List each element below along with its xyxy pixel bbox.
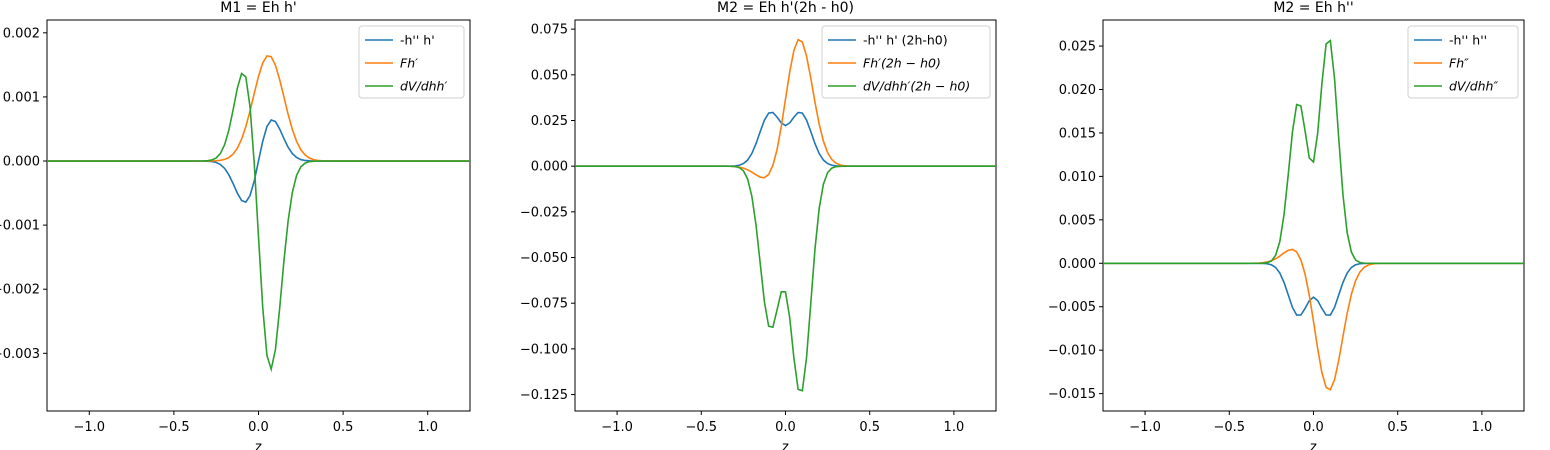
y-tick-label: −0.100 <box>520 342 568 357</box>
series-line-3 <box>47 72 470 373</box>
x-tick-label: 0.0 <box>1303 420 1324 435</box>
x-tick-label: 0.0 <box>775 420 796 435</box>
x-axis-label: z <box>782 440 789 450</box>
y-tick-label: 0.005 <box>1059 213 1096 228</box>
x-tick-label: 1.0 <box>417 420 438 435</box>
x-tick-label: 1.0 <box>1472 420 1493 435</box>
x-axis-label: z <box>255 440 262 450</box>
y-tick-label: −0.075 <box>520 297 568 312</box>
chart-title: M1 = Eh h' <box>220 0 297 16</box>
series-line-1 <box>575 111 996 167</box>
legend: -h'' h' (2h-h0) Fh′(2h − h0) dV/dhh′(2h − … <box>821 25 991 99</box>
y-tick-label: 0.025 <box>1059 40 1096 55</box>
chart-title: M2 = Eh h'(2h - h0) <box>717 0 854 16</box>
legend-label: dV/dhh′ <box>400 79 447 94</box>
series-line-3 <box>575 165 996 392</box>
y-tick-label: −0.125 <box>520 388 568 403</box>
y-tick-label: −0.005 <box>1048 300 1096 315</box>
legend-label: Fh′(2h − h0) <box>863 56 941 71</box>
legend-frame <box>821 25 991 99</box>
legend-label: dV/dhh″ <box>1449 79 1498 94</box>
series-line-1 <box>1103 262 1524 316</box>
chart-panel-3: M2 = Eh h'' −1.0 −0.5 0.0 0.5 1.0 0.025 0.020 0.… <box>1048 0 1525 450</box>
legend-label: -h'' h' <box>400 33 435 48</box>
x-tick-label: −1.0 <box>74 420 106 435</box>
y-tick-label: −0.015 <box>1048 387 1096 402</box>
series-line-3 <box>1103 39 1524 265</box>
series-line-2 <box>1103 248 1524 391</box>
legend-frame <box>1407 25 1519 99</box>
x-tick-label: −0.5 <box>1214 420 1246 435</box>
x-tick-label: −1.0 <box>601 420 633 435</box>
legend: -h'' h'' Fh″ dV/dhh″ <box>1407 25 1519 99</box>
legend: -h'' h' Fh′ dV/dhh′ <box>358 25 465 99</box>
y-tick-label: 0.050 <box>531 68 568 83</box>
x-tick-label: 0.5 <box>1387 420 1408 435</box>
x-tick-label: 0.5 <box>333 420 354 435</box>
y-tick-label: 0.020 <box>1059 83 1096 98</box>
x-tick-label: 0.5 <box>859 420 880 435</box>
y-tick-label: 0.025 <box>531 114 568 129</box>
y-tick-label: −0.010 <box>1048 344 1096 359</box>
y-tick-label: −0.003 <box>0 347 40 362</box>
x-tick-label: 1.0 <box>944 420 965 435</box>
y-tick-label: 0.000 <box>1059 257 1096 272</box>
legend-frame <box>358 25 465 99</box>
y-tick-label: −0.002 <box>0 283 40 298</box>
x-tick-label: −0.5 <box>686 420 718 435</box>
legend-label: dV/dhh′(2h − h0) <box>863 79 970 94</box>
y-tick-label: 0.075 <box>531 23 568 38</box>
x-tick-label: 0.0 <box>248 420 269 435</box>
y-tick-label: 0.000 <box>531 160 568 175</box>
y-tick-label: 0.010 <box>1059 170 1096 185</box>
legend-label: Fh″ <box>1449 56 1469 71</box>
chart-panel-1: M1 = Eh h' −1.0 −0.5 0.0 0.5 1.0 0.002 0.001 0.0… <box>0 0 471 450</box>
y-tick-label: 0.000 <box>3 155 40 170</box>
y-tick-label: 0.001 <box>3 90 40 105</box>
legend-label: Fh′ <box>400 56 418 71</box>
chart-panel-2: M2 = Eh h'(2h - h0) −1.0 −0.5 0.0 0.5 1.0 0.07… <box>520 0 997 450</box>
x-axis-label: z <box>1310 440 1317 450</box>
y-tick-label: 0.002 <box>3 26 40 41</box>
legend-label: -h'' h'' <box>1449 33 1487 48</box>
y-tick-label: −0.050 <box>520 251 568 266</box>
y-tick-label: −0.025 <box>520 205 568 220</box>
legend-label: -h'' h' (2h-h0) <box>863 33 948 48</box>
chart-title: M2 = Eh h'' <box>1273 0 1353 16</box>
x-tick-label: −1.0 <box>1129 420 1161 435</box>
y-tick-label: −0.001 <box>0 219 40 234</box>
y-tick-label: 0.015 <box>1059 126 1096 141</box>
x-tick-label: −0.5 <box>158 420 190 435</box>
